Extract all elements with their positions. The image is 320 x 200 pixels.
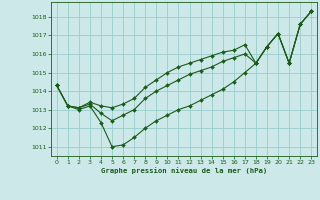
X-axis label: Graphe pression niveau de la mer (hPa): Graphe pression niveau de la mer (hPa) — [101, 167, 267, 174]
